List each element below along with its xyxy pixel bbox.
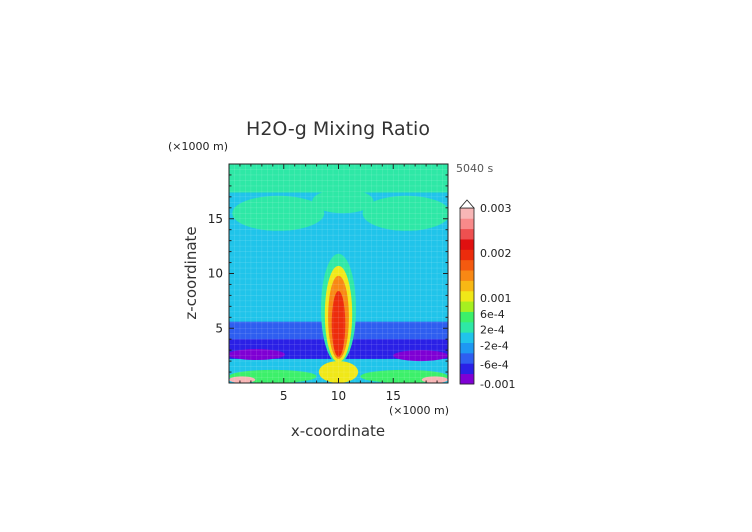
contour-region-lower-mid-right — [382, 274, 448, 290]
contour-region-plume-base — [318, 361, 359, 383]
colorbar: 0.003 0.002 0.001 6e-4 2e-4 -2e-4 -6e-4 -0.001 — [459, 199, 515, 391]
colorbar-swatch — [460, 342, 474, 354]
colorbar-swatch — [460, 311, 474, 323]
colorbar-extend-arrow — [459, 199, 475, 209]
colorbar-swatch — [460, 249, 474, 261]
colorbar-label: -0.001 — [480, 378, 515, 391]
colorbar-label: 6e-4 — [480, 308, 505, 321]
contour-region-lower-mid-left — [229, 287, 295, 304]
contour-region-low-band-purple-left — [229, 349, 285, 361]
colorbar-swatch — [460, 321, 474, 333]
colorbar-swatch — [460, 239, 474, 250]
x-axis-unit: (×1000 m) — [389, 404, 449, 417]
y-axis-unit: (×1000 m) — [168, 140, 228, 153]
colorbar-label: 0.001 — [480, 292, 512, 305]
chart-title: H2O-g Mixing Ratio — [246, 118, 430, 140]
y-tick-label: 15 — [208, 212, 223, 226]
colorbar-label: 0.003 — [480, 202, 512, 215]
colorbar-swatch — [460, 280, 474, 292]
colorbar-swatch — [460, 352, 474, 364]
colorbar-swatch — [460, 332, 474, 343]
y-tick-label: 10 — [208, 267, 223, 281]
contour-region-plume-4 — [331, 291, 346, 357]
colorbar-label: -2e-4 — [480, 340, 509, 353]
y-tick-label: 5 — [215, 321, 223, 335]
colorbar-swatch — [460, 301, 474, 312]
contour-region-mid-band-left — [229, 237, 302, 255]
colorbar-swatch — [460, 363, 474, 375]
colorbar-label: 2e-4 — [480, 323, 505, 336]
colorbar-label: 0.002 — [480, 247, 512, 260]
contour-region-low-band-purple-right — [393, 350, 448, 362]
colorbar-label: -6e-4 — [480, 359, 509, 372]
colorbar-swatch — [460, 373, 474, 385]
contour-region-upper-lobe-right — [362, 195, 448, 231]
colorbar-swatch — [460, 270, 474, 281]
x-axis-label: x-coordinate — [291, 422, 385, 440]
contour-region-upper-lobe-left — [232, 195, 325, 231]
contour-region-mid-band-right — [383, 237, 448, 255]
time-label: 5040 s — [456, 162, 493, 175]
contour-region-upper-lobe-center — [312, 189, 374, 214]
colorbar-swatch — [460, 208, 474, 219]
colorbar-swatch — [460, 228, 474, 240]
contour-region-ground-hot-right — [421, 376, 448, 383]
x-tick-label: 15 — [386, 389, 401, 403]
colorbar-swatch — [460, 218, 474, 230]
plot-area — [228, 163, 449, 384]
x-tick-label: 10 — [331, 389, 346, 403]
contour-region-ground-hot-left — [229, 376, 256, 383]
y-axis-label: z-coordinate — [182, 226, 200, 319]
colorbar-swatch — [460, 290, 474, 302]
colorbar-swatch — [460, 259, 474, 271]
x-tick-label: 5 — [280, 389, 288, 403]
